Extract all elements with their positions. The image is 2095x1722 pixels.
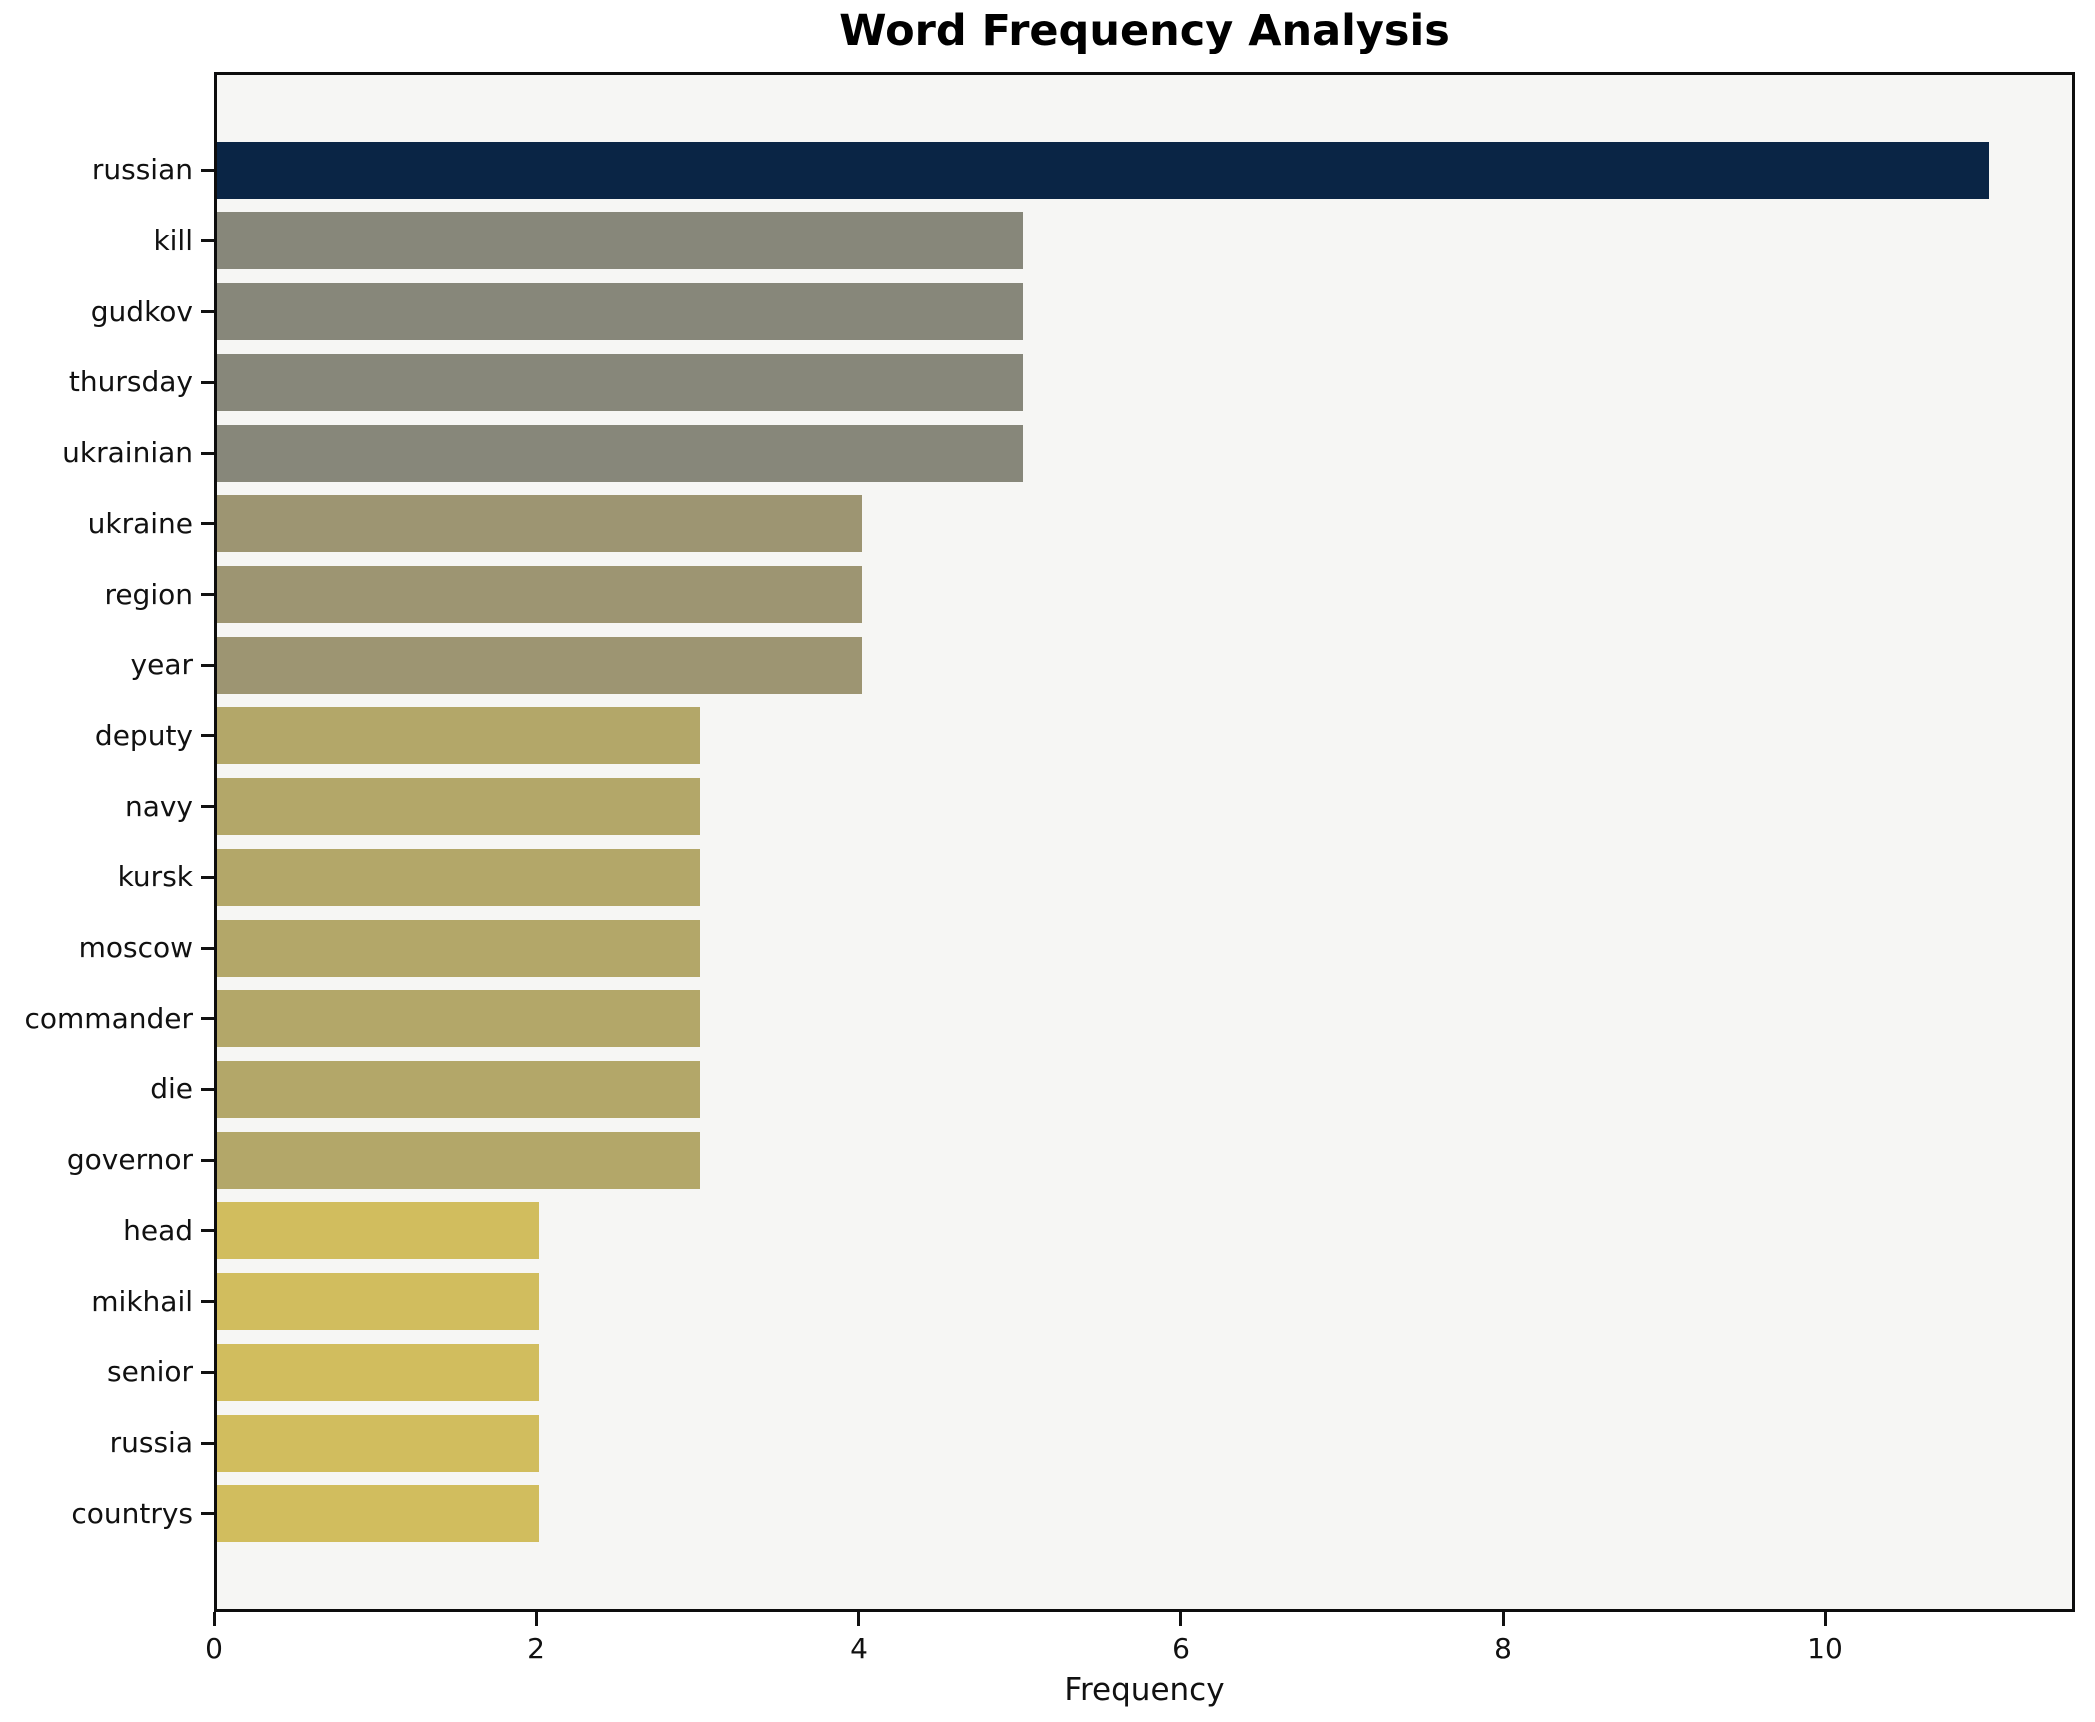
y-tick-mark <box>201 876 214 879</box>
bar-ukraine <box>217 495 862 552</box>
x-tick-mark <box>1824 1612 1827 1626</box>
y-tick-label-navy: navy <box>124 790 193 823</box>
y-tick-mark <box>201 1371 214 1374</box>
y-tick-mark <box>201 452 214 455</box>
y-tick-label-deputy: deputy <box>94 719 193 752</box>
y-tick-label-ukrainian: ukrainian <box>62 436 193 469</box>
y-tick-mark <box>201 1300 214 1303</box>
x-tick-mark <box>857 1612 860 1626</box>
y-tick-mark <box>201 1159 214 1162</box>
y-tick-label-die: die <box>150 1072 193 1105</box>
bar-deputy <box>217 707 700 764</box>
bar-mikhail <box>217 1273 539 1330</box>
x-tick-label-6: 6 <box>1172 1632 1190 1665</box>
y-tick-label-kursk: kursk <box>117 860 193 893</box>
bar-head <box>217 1202 539 1259</box>
bar-region <box>217 566 862 623</box>
x-tick-label-2: 2 <box>527 1632 545 1665</box>
y-tick-mark <box>201 664 214 667</box>
y-tick-mark <box>201 239 214 242</box>
y-tick-label-ukraine: ukraine <box>87 507 193 540</box>
chart-title: Word Frequency Analysis <box>839 6 1450 56</box>
x-tick-label-10: 10 <box>1807 1632 1843 1665</box>
y-tick-mark <box>201 310 214 313</box>
bar-thursday <box>217 354 1023 411</box>
bar-die <box>217 1061 700 1118</box>
x-tick-mark <box>1179 1612 1182 1626</box>
y-tick-label-russian: russian <box>91 153 193 186</box>
y-tick-mark <box>201 734 214 737</box>
y-tick-label-countrys: countrys <box>71 1497 193 1530</box>
y-tick-label-commander: commander <box>24 1002 194 1035</box>
x-tick-mark <box>213 1612 216 1626</box>
bar-russia <box>217 1415 539 1472</box>
bar-governor <box>217 1132 700 1189</box>
y-tick-mark <box>201 522 214 525</box>
y-tick-label-russia: russia <box>109 1426 193 1459</box>
y-tick-label-governor: governor <box>66 1143 193 1176</box>
y-tick-mark <box>201 593 214 596</box>
bar-commander <box>217 990 700 1047</box>
y-tick-mark <box>201 947 214 950</box>
x-tick-label-4: 4 <box>850 1632 868 1665</box>
bar-year <box>217 637 862 694</box>
y-tick-label-senior: senior <box>107 1355 193 1388</box>
y-tick-mark <box>201 381 214 384</box>
y-tick-label-gudkov: gudkov <box>90 295 193 328</box>
x-tick-mark <box>1502 1612 1505 1626</box>
y-tick-label-moscow: moscow <box>78 931 193 964</box>
bar-gudkov <box>217 283 1023 340</box>
y-tick-label-region: region <box>104 578 193 611</box>
y-tick-mark <box>201 1017 214 1020</box>
bar-navy <box>217 778 700 835</box>
bar-moscow <box>217 920 700 977</box>
y-tick-mark <box>201 805 214 808</box>
bar-senior <box>217 1344 539 1401</box>
y-tick-mark <box>201 1512 214 1515</box>
x-tick-mark <box>535 1612 538 1626</box>
bar-countrys <box>217 1485 539 1542</box>
y-tick-label-kill: kill <box>153 224 193 257</box>
y-tick-label-mikhail: mikhail <box>91 1285 193 1318</box>
bar-russian <box>217 142 1989 199</box>
y-tick-mark <box>201 169 214 172</box>
y-tick-mark <box>201 1229 214 1232</box>
x-axis-label: Frequency <box>1064 1672 1225 1708</box>
x-tick-label-0: 0 <box>205 1632 223 1665</box>
bar-kill <box>217 212 1023 269</box>
y-tick-label-thursday: thursday <box>68 365 193 398</box>
y-tick-label-head: head <box>123 1214 193 1247</box>
y-tick-mark <box>201 1442 214 1445</box>
y-tick-label-year: year <box>130 648 193 681</box>
bar-kursk <box>217 849 700 906</box>
x-tick-label-8: 8 <box>1494 1632 1512 1665</box>
bar-ukrainian <box>217 425 1023 482</box>
y-tick-mark <box>201 1088 214 1091</box>
